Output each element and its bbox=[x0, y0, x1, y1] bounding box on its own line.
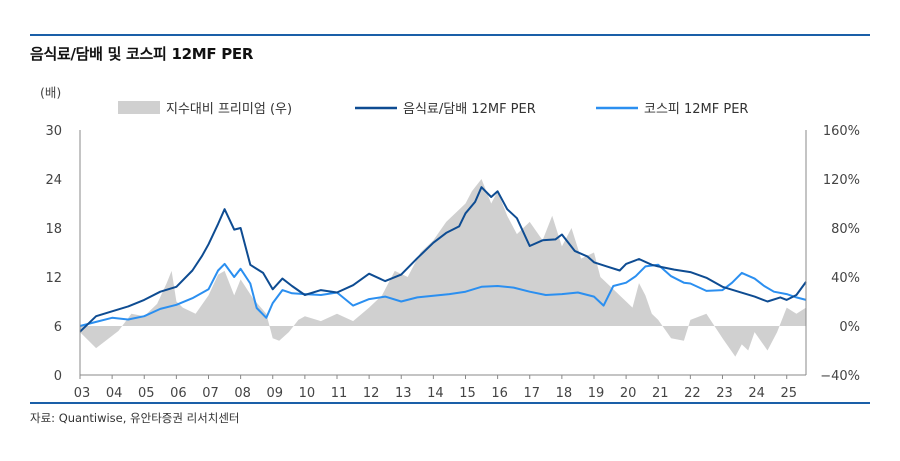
kospi-per-line bbox=[79, 262, 807, 327]
x-tick-label: 22 bbox=[684, 386, 701, 401]
y-right-tick-label: 160% bbox=[823, 124, 860, 139]
x-tick-label: 12 bbox=[363, 386, 380, 401]
x-tick-label: 08 bbox=[234, 386, 251, 401]
y-left-tick-label: 6 bbox=[54, 320, 62, 335]
x-tick-label: 14 bbox=[427, 386, 444, 401]
x-tick-label: 03 bbox=[74, 386, 91, 401]
y-left-tick-label: 12 bbox=[45, 271, 62, 286]
x-tick-label: 18 bbox=[556, 386, 573, 401]
x-tick-label: 15 bbox=[459, 386, 476, 401]
y-left-tick-label: 18 bbox=[45, 222, 62, 237]
y-right-tick-label: −40% bbox=[820, 369, 860, 384]
legend-item-kospi-per: 코스피 12MF PER bbox=[596, 102, 748, 117]
legend-label: 지수대비 프리미엄 (우) bbox=[166, 102, 292, 117]
x-tick-label: 11 bbox=[331, 386, 348, 401]
food-per-line bbox=[79, 186, 807, 333]
premium-area bbox=[80, 179, 806, 357]
y-left-tick-label: 24 bbox=[45, 173, 62, 188]
x-tick-label: 20 bbox=[620, 386, 637, 401]
x-tick-label: 05 bbox=[138, 386, 155, 401]
bottom-rule bbox=[30, 402, 870, 404]
y-right-tick-label: 120% bbox=[823, 173, 860, 188]
x-tick-label: 07 bbox=[202, 386, 219, 401]
x-tick-label: 04 bbox=[106, 386, 123, 401]
x-tick-label: 25 bbox=[780, 386, 797, 401]
x-tick-label: 06 bbox=[170, 386, 187, 401]
x-tick-label: 23 bbox=[716, 386, 733, 401]
chart-title: 음식료/담배 및 코스피 12MF PER bbox=[30, 45, 254, 63]
legend-label: 코스피 12MF PER bbox=[644, 102, 748, 117]
legend-item-food-per: 음식료/담배 12MF PER bbox=[355, 102, 536, 117]
legend: 지수대비 프리미엄 (우) 음식료/담배 12MF PER 코스피 12MF PER bbox=[118, 101, 748, 117]
x-tick-label: 09 bbox=[266, 386, 283, 401]
premium-area-layer bbox=[80, 179, 806, 357]
y-left-tick-label: 30 bbox=[45, 124, 62, 139]
x-tick-label: 13 bbox=[395, 386, 412, 401]
x-tick-label: 16 bbox=[491, 386, 508, 401]
x-tick-label: 17 bbox=[523, 386, 540, 401]
y-left-tick-label: 0 bbox=[54, 369, 62, 384]
x-tick-label: 21 bbox=[652, 386, 669, 401]
x-tick-label: 19 bbox=[588, 386, 605, 401]
y-right-tick-label: 40% bbox=[831, 271, 860, 286]
top-rule bbox=[30, 34, 870, 36]
y-left-unit-label: (배) bbox=[40, 85, 62, 100]
y-right-tick-label: 0% bbox=[839, 320, 860, 335]
x-tick-label: 10 bbox=[299, 386, 316, 401]
legend-item-premium: 지수대비 프리미엄 (우) bbox=[118, 101, 292, 117]
legend-swatch-area bbox=[118, 101, 160, 114]
y-right-tick-label: 80% bbox=[831, 222, 860, 237]
source-note: 자료: Quantiwise, 유안타증권 리서치센터 bbox=[30, 411, 240, 425]
legend-label: 음식료/담배 12MF PER bbox=[403, 102, 536, 117]
x-tick-label: 24 bbox=[748, 386, 765, 401]
line-layer bbox=[79, 186, 807, 333]
